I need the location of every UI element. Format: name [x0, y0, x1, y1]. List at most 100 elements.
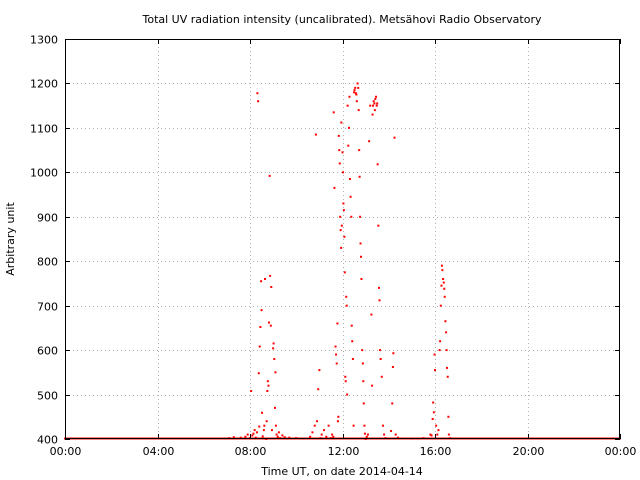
data-point [340, 224, 343, 227]
data-point [336, 420, 339, 423]
data-point [270, 429, 273, 432]
data-point [251, 434, 254, 437]
data-point [347, 144, 350, 147]
data-point [442, 278, 445, 280]
data-point [309, 435, 312, 438]
axis-ticks: 400 500 600 700 800 900 1000 1100 1200 1300 00:00 0… [30, 34, 636, 459]
x-tick-label: 00:00 [605, 445, 637, 458]
grid-lines [65, 39, 620, 439]
data-point [445, 349, 448, 352]
x-tick-label: 08:00 [235, 445, 267, 458]
data-point [337, 415, 340, 418]
data-point [332, 111, 335, 114]
data-point [391, 402, 394, 405]
x-axis-label: Time UT, on date 2014-04-14 [260, 465, 423, 478]
data-point [369, 104, 372, 107]
data-point [260, 280, 263, 283]
data-point [434, 369, 436, 372]
data-point [378, 299, 381, 302]
data-point [344, 375, 347, 378]
data-point [343, 235, 346, 238]
data-point [361, 362, 364, 365]
data-point [378, 286, 381, 289]
data-point [318, 369, 321, 372]
plot-frame [65, 39, 620, 439]
data-point [429, 433, 432, 436]
data-point [447, 415, 450, 418]
data-point [357, 86, 360, 89]
data-point [439, 304, 442, 307]
data-point [363, 432, 366, 435]
data-point [261, 411, 264, 414]
data-point [394, 433, 397, 436]
y-tick-label: 1200 [30, 78, 58, 91]
data-point [381, 424, 384, 427]
data-point [340, 121, 343, 124]
data-point [262, 429, 265, 432]
data-point [255, 431, 258, 434]
data-point [379, 358, 382, 360]
data-point [260, 309, 263, 312]
data-point [269, 274, 272, 277]
y-tick-label: 1000 [30, 167, 58, 180]
data-point [432, 411, 435, 414]
data-point [440, 284, 443, 287]
data-point [353, 89, 356, 92]
data-point [339, 215, 342, 218]
y-tick-label: 700 [37, 301, 58, 314]
data-point [317, 388, 320, 391]
data-point [272, 342, 275, 345]
data-point [357, 109, 360, 112]
data-point [397, 436, 399, 439]
data-point [283, 436, 286, 439]
data-point [355, 100, 358, 103]
data-point [371, 113, 374, 116]
data-point [375, 104, 378, 107]
data-point [370, 313, 373, 316]
data-point [443, 287, 446, 290]
data-point [336, 322, 339, 325]
data-point [340, 246, 343, 249]
data-point [266, 380, 269, 383]
data-point [360, 278, 363, 280]
data-point [443, 295, 446, 298]
y-tick-label: 400 [37, 434, 58, 447]
data-point [354, 86, 357, 89]
data-point [273, 358, 276, 360]
data-point [351, 358, 354, 360]
x-tick-label: 20:00 [513, 445, 545, 458]
data-point [432, 401, 435, 404]
data-point [383, 433, 386, 436]
data-point [244, 435, 247, 438]
data-point [277, 431, 280, 434]
data-point [365, 435, 368, 438]
data-point [258, 425, 261, 428]
data-point [257, 372, 260, 375]
y-tick-label: 500 [37, 390, 58, 403]
y-tick-label: 600 [37, 345, 58, 358]
y-axis-label: Arbitrary unit [4, 202, 17, 276]
data-point [313, 424, 316, 427]
data-point [232, 436, 235, 439]
data-point [246, 433, 249, 436]
data-point [359, 215, 362, 218]
data-point [345, 304, 348, 307]
data-point [346, 104, 349, 107]
data-point [373, 109, 376, 112]
data-point [356, 82, 359, 85]
data-point [441, 269, 444, 272]
data-point [376, 102, 379, 105]
data-point [430, 434, 433, 437]
data-point [435, 424, 438, 427]
data-point [267, 384, 270, 387]
data-point [437, 429, 440, 432]
data-point [346, 393, 349, 396]
data-point [338, 162, 341, 165]
data-point [368, 140, 371, 143]
data-point [436, 433, 439, 436]
data-point [334, 345, 337, 348]
y-tick-label: 800 [37, 256, 58, 269]
data-point [254, 436, 257, 439]
y-tick-label: 1100 [30, 123, 58, 136]
data-point [371, 384, 374, 387]
